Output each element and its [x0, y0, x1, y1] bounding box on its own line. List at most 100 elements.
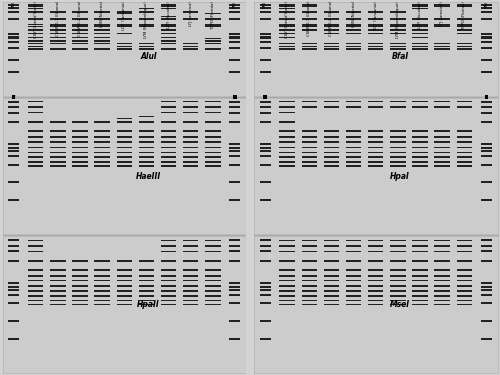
Bar	[72, 43, 88, 44]
Bar	[2, 236, 246, 373]
Bar	[138, 24, 154, 26]
Bar	[260, 199, 270, 201]
Bar	[8, 245, 19, 247]
Bar	[230, 250, 240, 252]
Bar	[8, 33, 19, 35]
Bar	[138, 152, 154, 153]
Bar	[183, 295, 198, 297]
Bar	[346, 24, 362, 26]
Bar	[260, 8, 270, 9]
Bar	[28, 269, 44, 270]
Bar	[230, 289, 240, 291]
Bar	[28, 112, 44, 113]
Bar	[302, 304, 317, 305]
Bar	[8, 239, 19, 242]
Bar	[72, 12, 88, 13]
Bar	[390, 280, 406, 282]
Text: MW: MW	[12, 1, 16, 8]
Bar	[481, 320, 492, 322]
Bar	[8, 302, 19, 304]
Bar	[280, 8, 295, 9]
Bar	[346, 260, 362, 262]
Bar	[8, 250, 19, 252]
Bar	[390, 46, 406, 47]
Bar	[302, 12, 317, 13]
Bar	[302, 24, 317, 26]
Bar	[28, 245, 44, 247]
Bar	[72, 152, 88, 153]
Bar	[205, 122, 220, 123]
Bar	[324, 165, 339, 166]
Text: MseI: MseI	[390, 300, 410, 309]
Bar	[50, 290, 66, 292]
Bar	[368, 152, 384, 153]
Bar	[302, 156, 317, 158]
Bar	[324, 285, 339, 287]
Bar	[324, 141, 339, 143]
Bar	[183, 285, 198, 287]
Bar	[205, 26, 220, 27]
Bar	[230, 143, 240, 145]
Bar	[390, 165, 406, 166]
Bar	[138, 304, 154, 305]
Bar	[434, 18, 450, 20]
Bar	[230, 181, 240, 183]
Bar	[481, 47, 492, 49]
Bar	[324, 269, 339, 270]
Bar	[302, 290, 317, 292]
Bar	[8, 199, 19, 201]
Text: CILY (Cote d'Ivoire): CILY (Cote d'Ivoire)	[34, 1, 38, 38]
Bar	[390, 304, 406, 305]
Bar	[368, 161, 384, 163]
Bar	[50, 40, 66, 42]
Bar	[50, 43, 66, 44]
Bar	[230, 320, 240, 322]
Bar	[434, 295, 450, 297]
Text: HpaII: HpaII	[137, 300, 160, 309]
Bar	[138, 275, 154, 277]
Bar	[368, 101, 384, 102]
Bar	[8, 47, 19, 49]
Bar	[456, 245, 472, 247]
Bar	[390, 285, 406, 287]
Text: MW: MW	[484, 1, 488, 8]
Bar	[280, 106, 295, 108]
Bar	[456, 304, 472, 305]
Text: LDT (Tanzania): LDT (Tanzania)	[374, 1, 378, 30]
Bar	[302, 29, 317, 31]
Bar	[94, 26, 110, 27]
Bar	[280, 37, 295, 38]
Bar	[161, 40, 176, 42]
Bar	[390, 251, 406, 252]
Bar	[324, 161, 339, 163]
Bar	[412, 285, 428, 287]
Bar	[72, 161, 88, 163]
Bar	[72, 275, 88, 277]
Bar	[205, 48, 220, 50]
Bar	[412, 101, 428, 102]
Bar	[412, 251, 428, 252]
Bar	[230, 282, 240, 284]
Bar	[390, 12, 406, 13]
Bar	[280, 275, 295, 277]
Bar	[183, 147, 198, 148]
Bar	[183, 18, 198, 20]
Bar	[28, 251, 44, 252]
Bar	[161, 156, 176, 158]
Bar	[481, 245, 492, 247]
Bar	[390, 48, 406, 50]
Bar	[161, 240, 176, 241]
Bar	[280, 251, 295, 252]
Bar	[28, 4, 44, 6]
Bar	[230, 302, 240, 304]
Bar	[456, 48, 472, 50]
Bar	[205, 260, 220, 262]
Bar	[456, 280, 472, 282]
Bar	[72, 300, 88, 302]
Bar	[94, 122, 110, 123]
Bar	[161, 101, 176, 102]
Bar	[456, 275, 472, 277]
Bar	[434, 24, 450, 26]
Bar	[254, 98, 498, 234]
Bar	[260, 121, 270, 123]
